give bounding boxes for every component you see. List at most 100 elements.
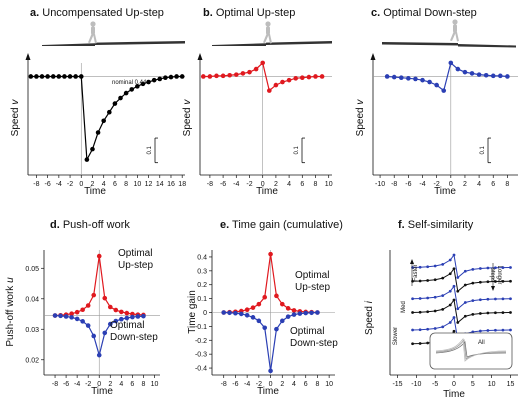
data-point xyxy=(501,266,505,270)
data-point xyxy=(486,280,490,284)
data-point xyxy=(426,296,430,300)
x-tick-label: -2 xyxy=(246,181,252,188)
x-tick-label: -8 xyxy=(52,381,58,388)
data-point xyxy=(135,314,141,319)
data-point xyxy=(267,88,272,93)
data-point xyxy=(102,295,108,301)
x-tick-label: -4 xyxy=(244,381,250,388)
x-tick-label: -2 xyxy=(434,181,440,188)
label-down-step-d: Down-step xyxy=(110,332,158,343)
data-point xyxy=(494,280,497,283)
y-tick-label: 0.1 xyxy=(197,296,207,303)
data-point xyxy=(486,297,490,301)
data-point xyxy=(452,329,456,333)
x-tick-label: -10 xyxy=(375,181,385,188)
data-point xyxy=(418,297,422,300)
x-tick-label: 4 xyxy=(477,181,481,188)
data-point xyxy=(494,328,497,332)
x-tick-label: -2 xyxy=(256,381,262,388)
data-point xyxy=(452,316,456,319)
data-point xyxy=(124,310,130,316)
data-point xyxy=(478,329,482,333)
y-axis-label-d: Push-off work u xyxy=(5,277,16,347)
x-tick-label: 0 xyxy=(449,181,453,188)
data-point xyxy=(285,314,291,319)
data-point xyxy=(448,303,452,307)
data-point xyxy=(39,74,45,79)
data-point xyxy=(179,74,185,79)
data-point xyxy=(309,310,314,316)
scale-bar-label: 0.1 xyxy=(480,146,486,155)
data-point xyxy=(315,310,320,315)
data-point xyxy=(406,76,411,81)
label-up-step-d: Up-step xyxy=(118,260,153,271)
data-point xyxy=(220,73,226,79)
data-point xyxy=(418,328,422,332)
scale-bar-label: 0.1 xyxy=(294,146,300,155)
data-point xyxy=(74,316,80,322)
data-point xyxy=(303,310,309,316)
label-optimal-down-e: Optimal xyxy=(290,326,324,337)
data-point xyxy=(456,289,460,293)
data-point xyxy=(240,71,246,76)
label-slower: Slower xyxy=(393,327,399,345)
data-point xyxy=(50,74,56,79)
data-point xyxy=(67,74,73,79)
data-point xyxy=(113,318,119,324)
data-point xyxy=(300,75,305,81)
data-point xyxy=(234,72,239,77)
data-point xyxy=(411,297,414,301)
panel-a: -8 -6 -4 -2 0 2 4 6 8 10 12 14 16 18 nominal 0.44 0.1… xyxy=(10,53,186,197)
data-point xyxy=(247,69,252,75)
data-point xyxy=(486,311,490,315)
data-point xyxy=(452,298,456,302)
longer-arrowhead xyxy=(491,286,495,291)
data-point xyxy=(433,295,437,299)
panel-c: -10 -8 -6 -4 -2 0 2 4 6 8 0.1 Time Speed v xyxy=(355,53,518,197)
data-point xyxy=(433,278,437,282)
data-point xyxy=(418,265,422,269)
x-tick-label: 8 xyxy=(141,381,145,388)
y-tick-label: 0.02 xyxy=(25,357,39,364)
data-point xyxy=(426,310,430,314)
data-point xyxy=(486,266,490,270)
x-tick-label: 2 xyxy=(91,181,95,188)
x-tick-label: 14 xyxy=(156,181,164,188)
data-point xyxy=(463,301,467,304)
x-axis-label-e: Time xyxy=(257,386,279,397)
data-point xyxy=(478,312,482,315)
x-tick-label: 0 xyxy=(452,381,456,388)
data-point xyxy=(141,313,146,319)
data-point xyxy=(151,77,157,83)
x-tick-label: 6 xyxy=(304,381,308,388)
x-tick-label: -4 xyxy=(74,381,80,388)
walker-figure-icon xyxy=(263,21,272,44)
data-point xyxy=(411,328,414,332)
data-point xyxy=(448,60,454,66)
x-tick-label: -6 xyxy=(232,381,238,388)
x-tick-label: 5 xyxy=(471,381,475,388)
data-point xyxy=(113,307,119,313)
data-point xyxy=(433,309,437,313)
data-point xyxy=(244,307,250,313)
walker-figure-icon xyxy=(450,19,459,42)
data-point xyxy=(509,266,512,269)
x-tick-label: -6 xyxy=(63,381,69,388)
x-tick-label: -4 xyxy=(233,181,239,188)
data-point xyxy=(441,88,447,93)
y-axis-arrow-a xyxy=(25,53,31,60)
data-point xyxy=(107,304,113,310)
data-point xyxy=(478,267,482,270)
data-point xyxy=(129,87,135,92)
x-tick-label: 0 xyxy=(261,181,265,188)
label-down-step-e: Down-step xyxy=(290,338,338,349)
y-axis-label-f: Speed i xyxy=(364,300,375,335)
data-point xyxy=(268,251,273,257)
data-point xyxy=(426,279,430,282)
data-point xyxy=(119,316,124,322)
label-all: All xyxy=(478,340,485,346)
data-point xyxy=(62,74,67,79)
data-point xyxy=(146,79,151,85)
y-axis-label-a: Speed v xyxy=(10,99,21,137)
x-axis-label-a: Time xyxy=(84,186,106,197)
